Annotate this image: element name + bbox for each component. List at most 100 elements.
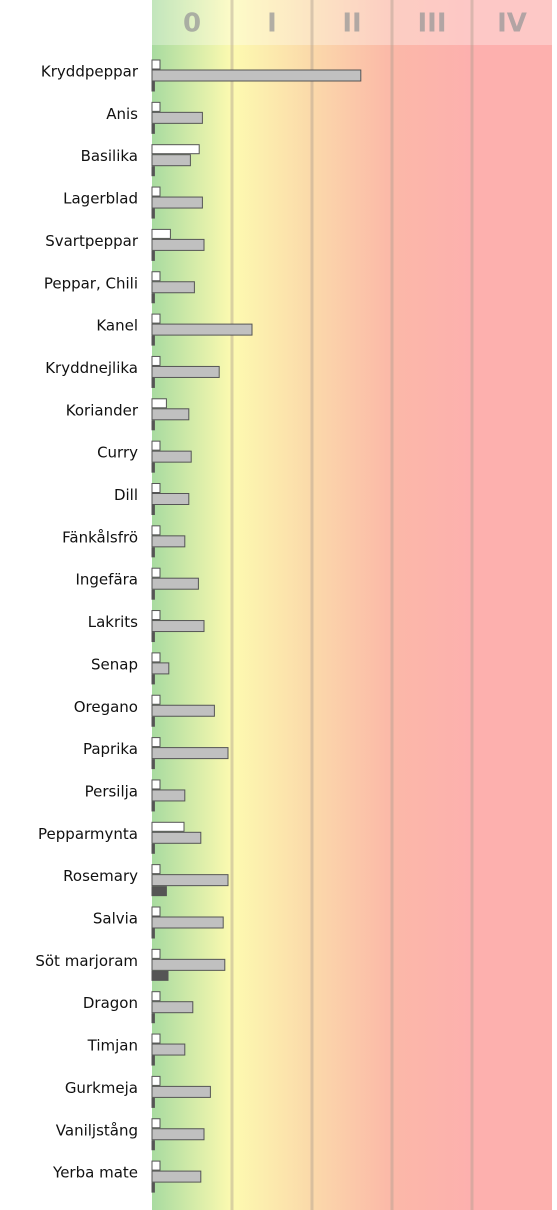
bar: [151, 59, 161, 70]
bar: [151, 365, 220, 378]
x-tick-label: II: [342, 9, 361, 39]
bar: [151, 737, 161, 748]
bar: [151, 271, 161, 282]
bar: [151, 1055, 155, 1066]
bar: [151, 450, 192, 463]
bar: [151, 525, 161, 536]
bar: [151, 674, 155, 685]
bar: [151, 535, 186, 548]
bar: [151, 398, 167, 409]
category-label: Kryddnejlika: [45, 359, 138, 377]
category-label: Vaniljstång: [56, 1121, 138, 1139]
category-label: Kryddpeppar: [41, 63, 139, 81]
bar: [151, 779, 161, 790]
bar: [151, 886, 167, 897]
category-label: Basilika: [81, 147, 138, 165]
bar: [151, 293, 155, 304]
bar: [151, 958, 226, 971]
bar: [151, 620, 205, 633]
bar: [151, 440, 161, 451]
bar: [151, 1160, 161, 1171]
bar: [151, 505, 155, 515]
bar: [151, 1033, 161, 1044]
bar: [151, 610, 161, 621]
bar: [151, 843, 155, 854]
bar: [151, 652, 161, 663]
bar: [151, 101, 161, 112]
bar: [151, 704, 215, 717]
bar: [151, 1182, 155, 1193]
bar: [151, 1043, 186, 1056]
header-band: [152, 0, 552, 45]
category-label: Fänkålsfrö: [62, 528, 138, 546]
bar: [151, 916, 224, 929]
category-label: Lagerblad: [63, 190, 138, 208]
bar: [151, 821, 185, 832]
bar: [151, 1001, 194, 1014]
category-label: Dill: [114, 486, 138, 504]
bar: [151, 991, 161, 1002]
category-label: Pepparmynta: [38, 825, 138, 843]
category-label: Kanel: [96, 317, 138, 335]
bar: [151, 694, 161, 705]
bar: [151, 408, 190, 421]
category-label: Persilja: [85, 782, 138, 800]
category-label: Peppar, Chili: [44, 274, 138, 292]
category-label: Svartpeppar: [45, 232, 139, 250]
bar: [151, 928, 155, 939]
bar: [151, 801, 155, 812]
bar: [151, 335, 155, 346]
bar: [151, 716, 155, 727]
category-label: Söt marjoram: [35, 952, 138, 970]
bar: [151, 281, 195, 294]
x-tick-label: I: [267, 9, 277, 39]
x-tick-label: IV: [497, 9, 527, 39]
bar: [151, 313, 161, 324]
bar: [151, 493, 190, 505]
bar: [151, 906, 161, 917]
bar: [151, 144, 200, 155]
bar: [151, 355, 161, 366]
category-label: Koriander: [66, 401, 139, 419]
bar: [151, 948, 161, 959]
bar: [151, 632, 155, 643]
bar: [151, 662, 170, 675]
category-label: Dragon: [83, 994, 138, 1012]
bar: [151, 420, 155, 431]
bar: [151, 483, 161, 493]
bar: [151, 1140, 155, 1151]
bar: [151, 567, 161, 578]
bar: [151, 874, 229, 887]
bar: [151, 1170, 202, 1183]
x-tick-label: III: [417, 9, 446, 39]
bar: [151, 186, 161, 197]
category-label: Salvia: [93, 910, 138, 928]
bar: [151, 81, 155, 92]
bar: [151, 1097, 155, 1108]
bar: [151, 323, 253, 336]
bar: [151, 1085, 211, 1098]
bar: [151, 864, 161, 875]
bar: [151, 1013, 155, 1024]
bar: [151, 577, 199, 590]
bar: [151, 789, 186, 802]
category-label: Lakrits: [88, 613, 138, 631]
category-label: Anis: [106, 105, 138, 123]
bar: [151, 228, 171, 239]
category-label: Timjan: [87, 1037, 138, 1055]
x-tick-label: 0: [183, 9, 201, 39]
category-label: Ingefära: [75, 571, 138, 589]
bar: [151, 970, 169, 981]
bar: [151, 154, 191, 167]
bar: [151, 759, 155, 770]
bar: [151, 589, 155, 600]
bar: [151, 1075, 161, 1086]
category-label: Curry: [97, 444, 138, 462]
category-label: Rosemary: [63, 867, 138, 885]
bar: [151, 208, 155, 219]
bar: [151, 377, 155, 388]
bar: [151, 747, 229, 760]
category-label: Oregano: [74, 698, 138, 716]
bar: [151, 238, 205, 251]
